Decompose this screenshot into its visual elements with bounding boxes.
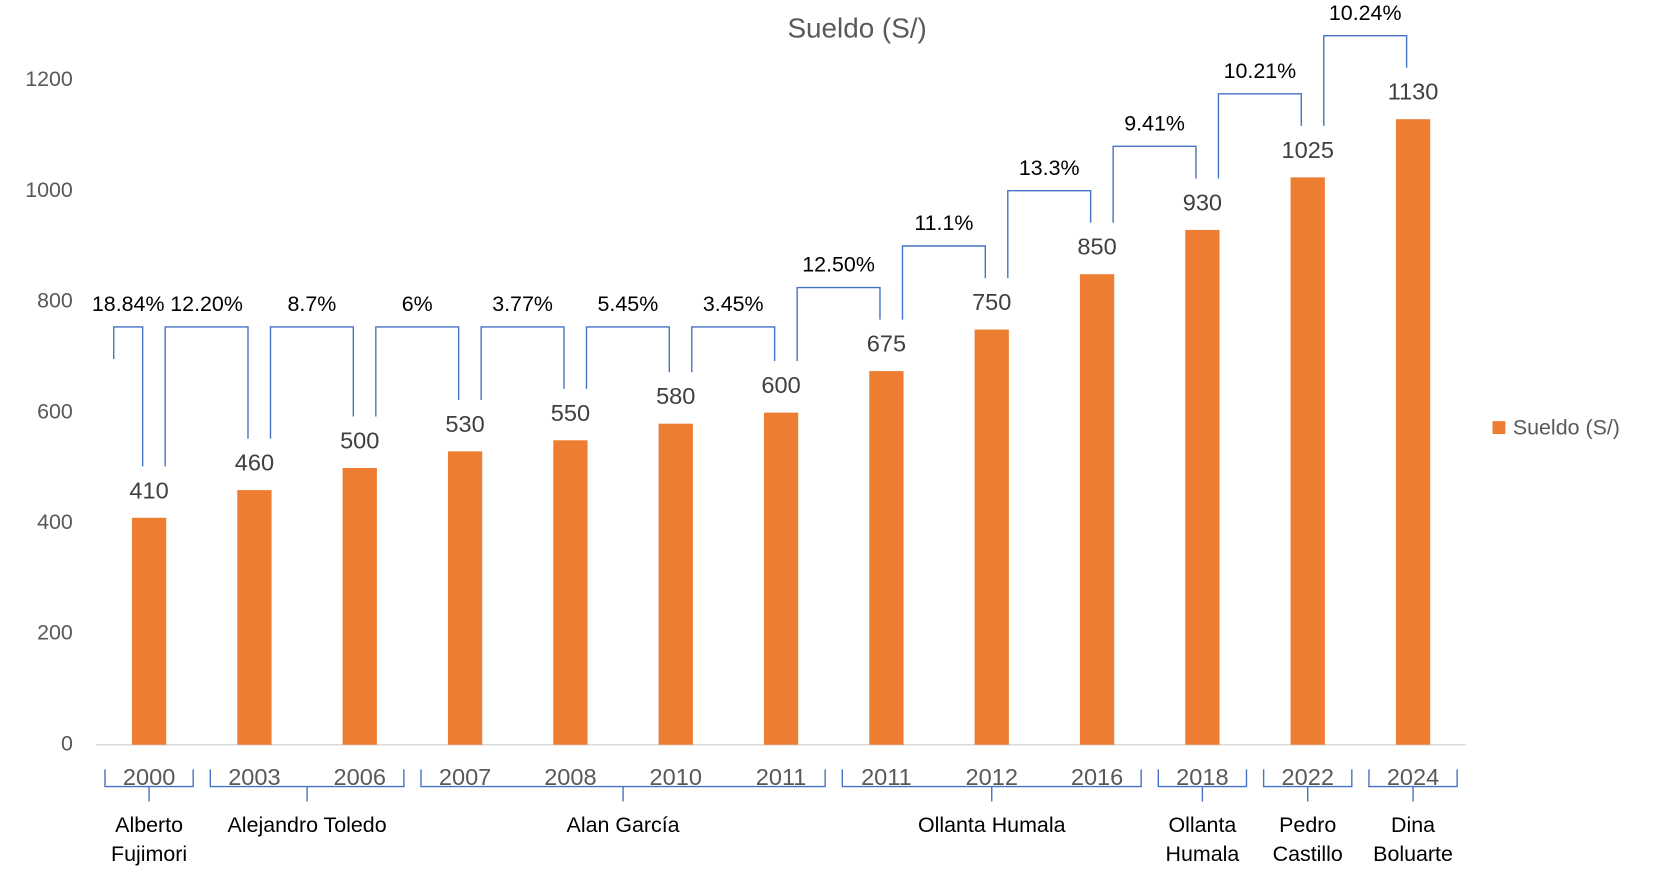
- value-label: 1130: [1388, 79, 1439, 105]
- group-brace: [1157, 769, 1248, 802]
- change-label: 12.50%: [802, 253, 875, 277]
- group-label: Humala: [1166, 842, 1240, 866]
- group-brace: [1368, 769, 1458, 802]
- y-tick-label: 600: [37, 399, 73, 423]
- change-bracket: [1323, 34, 1408, 126]
- group-label: Boluarte: [1373, 842, 1453, 866]
- bar: [658, 423, 693, 745]
- value-label: 530: [445, 411, 484, 437]
- change-bracket: [585, 326, 671, 389]
- bar: [763, 412, 799, 745]
- y-tick-label: 1000: [25, 178, 73, 202]
- bar: [447, 451, 483, 745]
- change-bracket: [113, 326, 144, 467]
- value-label: 675: [867, 331, 906, 357]
- group-label: Dina: [1391, 813, 1435, 837]
- group-brace: [209, 769, 405, 802]
- bar: [869, 371, 904, 745]
- change-bracket: [1112, 145, 1197, 223]
- bar: [237, 490, 272, 745]
- change-label: 8.7%: [288, 292, 337, 316]
- y-tick-label: 0: [61, 731, 73, 755]
- bar: [1185, 229, 1220, 745]
- y-tick-label: 200: [37, 621, 73, 645]
- bar: [131, 517, 167, 745]
- group-brace: [1262, 769, 1353, 802]
- change-label: 12.20%: [170, 292, 243, 316]
- group-brace: [420, 769, 826, 802]
- value-label: 460: [235, 450, 274, 476]
- group-brace: [104, 769, 194, 802]
- change-label: 10.24%: [1329, 1, 1402, 25]
- change-bracket: [901, 245, 986, 320]
- change-label: 18.84%: [92, 292, 165, 316]
- change-bracket: [164, 326, 249, 467]
- bar: [1079, 274, 1115, 745]
- change-bracket: [796, 286, 881, 362]
- change-label: 10.21%: [1224, 59, 1297, 83]
- value-label: 1025: [1282, 137, 1334, 163]
- change-bracket: [1217, 93, 1302, 179]
- group-label: Ollanta Humala: [918, 813, 1066, 837]
- change-bracket: [375, 326, 460, 417]
- group-brace: [841, 769, 1142, 802]
- bar: [342, 467, 377, 745]
- change-bracket: [269, 326, 355, 439]
- value-label: 930: [1183, 189, 1222, 215]
- value-label: 750: [972, 289, 1011, 315]
- bar: [553, 440, 588, 745]
- value-label: 600: [761, 372, 800, 398]
- bar: [1290, 177, 1325, 745]
- legend-swatch: [1492, 421, 1506, 435]
- y-tick-label: 800: [37, 289, 73, 313]
- group-label: Fujimori: [111, 842, 187, 866]
- group-label: Alberto: [115, 813, 183, 837]
- group-label: Alan García: [567, 813, 680, 837]
- value-label: 410: [129, 477, 168, 503]
- value-label: 850: [1077, 234, 1116, 260]
- group-label: Castillo: [1273, 842, 1343, 866]
- change-bracket: [691, 326, 776, 373]
- group-label: Pedro: [1279, 813, 1336, 837]
- change-label: 9.41%: [1124, 112, 1185, 136]
- bar: [1395, 119, 1431, 745]
- change-bracket: [1007, 189, 1092, 279]
- group-label: Ollanta: [1168, 813, 1236, 837]
- chart-title: Sueldo (S/): [787, 12, 926, 43]
- change-bracket: [480, 326, 565, 400]
- value-label: 580: [656, 383, 695, 409]
- y-tick-label: 1200: [25, 67, 73, 91]
- value-label: 500: [340, 427, 379, 453]
- change-label: 5.45%: [598, 292, 659, 316]
- legend-label: Sueldo (S/): [1513, 415, 1620, 439]
- y-tick-label: 400: [37, 510, 73, 534]
- change-label: 6%: [402, 292, 433, 316]
- group-label: Alejandro Toledo: [228, 813, 387, 837]
- change-label: 11.1%: [914, 211, 973, 235]
- value-label: 550: [551, 400, 590, 426]
- bar: [974, 329, 1009, 745]
- change-label: 13.3%: [1019, 156, 1080, 180]
- change-label: 3.45%: [703, 292, 764, 316]
- change-label: 3.77%: [492, 292, 553, 316]
